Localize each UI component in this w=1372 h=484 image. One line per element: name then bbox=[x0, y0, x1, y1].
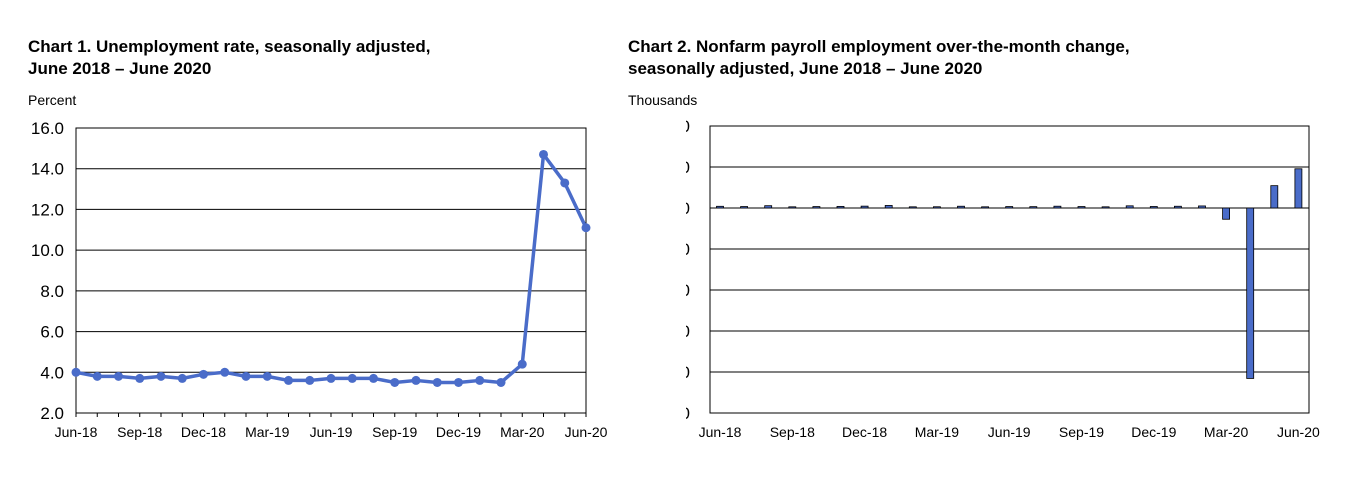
chart2-bar bbox=[981, 206, 990, 209]
chart1-y-tick-label: 12.0 bbox=[31, 200, 64, 219]
chart2-bar bbox=[1294, 168, 1303, 209]
chart1-x-tick-label: Mar-19 bbox=[245, 424, 290, 440]
chart2-bar bbox=[1077, 206, 1086, 209]
chart1-plot-frame bbox=[75, 127, 587, 414]
chart2-x-tick-label: Jun-19 bbox=[988, 424, 1031, 440]
chart2-y-tick-label: 0 bbox=[686, 199, 690, 218]
chart2-bar bbox=[1125, 205, 1134, 209]
chart1-title: Chart 1. Unemployment rate, seasonally a… bbox=[28, 36, 430, 80]
chart2-bar bbox=[884, 205, 893, 209]
chart1-title-line1: Chart 1. Unemployment rate, seasonally a… bbox=[28, 37, 431, 56]
chart2-bar bbox=[860, 205, 869, 209]
chart1-y-tick-label: 14.0 bbox=[31, 160, 64, 179]
chart1-y-tick-label: 4.0 bbox=[40, 363, 64, 382]
chart2-bar bbox=[908, 206, 917, 209]
chart1-data-point bbox=[92, 371, 102, 381]
chart2-bar bbox=[1149, 206, 1158, 209]
chart2-y-tick-label: 5,000 bbox=[686, 158, 690, 177]
chart2-bar bbox=[1005, 206, 1014, 209]
chart1-x-tick-label: Jun-19 bbox=[310, 424, 353, 440]
chart2-x-tick-label: Jun-20 bbox=[1277, 424, 1320, 440]
chart2-x-tick-label: Dec-18 bbox=[842, 424, 887, 440]
chart2-bar bbox=[716, 205, 724, 209]
chart2-bar bbox=[764, 205, 773, 209]
chart1-y-axis-label: Percent bbox=[28, 92, 77, 108]
chart1-series-line bbox=[75, 152, 588, 385]
chart2-y-tick-label: -10,000 bbox=[686, 281, 690, 300]
chart1-data-point bbox=[241, 371, 251, 381]
chart1-x-tick-label: Sep-18 bbox=[117, 424, 162, 440]
chart1-y-tick-label: 10.0 bbox=[31, 241, 64, 260]
chart1-data-point bbox=[262, 371, 272, 381]
chart1-data-point bbox=[390, 377, 400, 387]
chart2-y-tick-label: -15,000 bbox=[686, 322, 690, 341]
chart1-title-line2: June 2018 – June 2020 bbox=[28, 59, 212, 78]
chart1-data-point bbox=[71, 367, 81, 377]
chart1-data-point bbox=[539, 149, 548, 159]
chart2-x-tick-label: Mar-19 bbox=[915, 424, 960, 440]
chart2-x-tick-label: Sep-19 bbox=[1059, 424, 1104, 440]
chart1-data-point bbox=[411, 375, 421, 385]
chart2-title-line1: Chart 2. Nonfarm payroll employment over… bbox=[628, 37, 1130, 56]
chart2-x-tick-label: Sep-18 bbox=[770, 424, 815, 440]
chart1-data-point bbox=[156, 371, 166, 381]
chart2-bar bbox=[1053, 205, 1062, 209]
chart1-y-tick-label: 2.0 bbox=[40, 404, 64, 423]
chart2-bar bbox=[740, 206, 748, 209]
chart2-bar bbox=[1101, 206, 1110, 209]
chart1-data-point bbox=[305, 375, 315, 385]
chart2-y-axis-label: Thousands bbox=[628, 92, 698, 108]
chart1-x-tick-label: Mar-20 bbox=[500, 424, 545, 440]
chart2-plot: -25,000 -20,000 -15,000 -10,000 -5,000 0 5,000… bbox=[686, 117, 1320, 440]
chart2-bar bbox=[932, 206, 941, 209]
chart2-bar bbox=[1173, 205, 1182, 209]
chart1-y-tick-label: 6.0 bbox=[40, 323, 64, 342]
chart1-data-point bbox=[347, 373, 357, 383]
chart1-data-point bbox=[220, 367, 230, 377]
chart1-data-point bbox=[581, 223, 591, 233]
chart2-bar bbox=[1029, 206, 1038, 209]
chart2-bar bbox=[788, 206, 797, 209]
chart2-x-tick-label: Jun-18 bbox=[699, 424, 742, 440]
chart2-y-tick-label: -5,000 bbox=[686, 240, 690, 259]
chart1-data-point bbox=[284, 375, 293, 385]
chart1-data-point bbox=[475, 375, 485, 385]
chart1-x-tick-label: Dec-18 bbox=[181, 424, 226, 440]
chart1-data-point bbox=[135, 373, 145, 383]
chart2-x-tick-label: Mar-20 bbox=[1204, 424, 1249, 440]
chart2-title-line2: seasonally adjusted, June 2018 – June 20… bbox=[628, 59, 983, 78]
chart2-x-tick-label: Dec-19 bbox=[1131, 424, 1176, 440]
chart2-y-tick-label: -25,000 bbox=[686, 404, 690, 423]
chart1-data-point bbox=[369, 373, 378, 383]
chart2-title: Chart 2. Nonfarm payroll employment over… bbox=[628, 36, 1130, 80]
chart1-x-tick-label: Sep-19 bbox=[372, 424, 417, 440]
chart1-plot: 2.0 4.0 6.0 8.0 10.0 12.0 14.0 16.0 Jun-18 Sep-18… bbox=[31, 119, 608, 440]
chart1-data-point bbox=[177, 373, 187, 383]
chart2-y-tick-label: -20,000 bbox=[686, 363, 690, 382]
chart2-bar bbox=[1222, 207, 1230, 220]
chart1-x-tick-label: Jun-18 bbox=[55, 424, 98, 440]
chart1-data-point bbox=[432, 377, 442, 387]
chart2-bar bbox=[1198, 205, 1206, 209]
chart2-bar bbox=[1246, 207, 1255, 379]
chart1-data-point bbox=[199, 369, 208, 379]
chart1-data-point bbox=[496, 377, 506, 387]
chart2-bar bbox=[812, 206, 821, 209]
chart1-x-tick-label: Jun-20 bbox=[565, 424, 608, 440]
chart1-data-point bbox=[114, 371, 123, 381]
chart1-data-point bbox=[560, 178, 570, 188]
chart2-plot-frame bbox=[709, 125, 1310, 414]
chart1-y-tick-label: 16.0 bbox=[31, 119, 64, 138]
chart1-x-tick-label: Dec-19 bbox=[436, 424, 481, 440]
chart1-data-point bbox=[517, 359, 527, 369]
chart2-y-tick-label: 10,000 bbox=[686, 117, 690, 136]
chart1-data-point bbox=[326, 373, 336, 383]
chart2-bar bbox=[836, 205, 845, 209]
chart1-data-point bbox=[454, 377, 463, 387]
chart2-bar bbox=[1270, 185, 1279, 209]
chart2-bar bbox=[957, 205, 965, 209]
chart1-y-tick-label: 8.0 bbox=[40, 282, 64, 301]
